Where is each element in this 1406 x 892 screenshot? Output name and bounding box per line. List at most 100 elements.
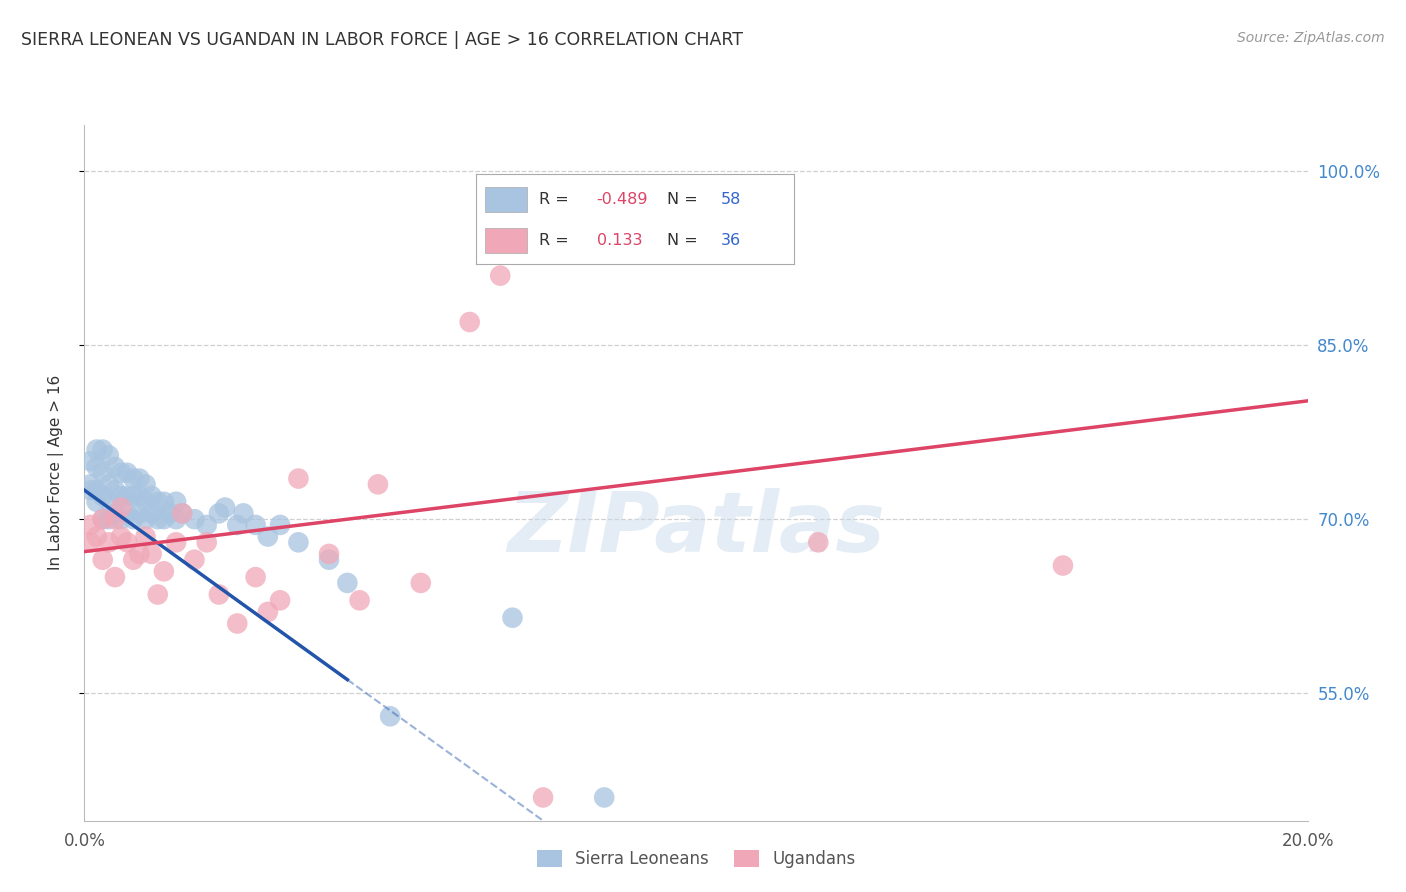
Point bbox=[195, 535, 218, 549]
Point bbox=[183, 552, 205, 567]
Point bbox=[135, 512, 157, 526]
Point bbox=[172, 507, 194, 521]
Point bbox=[97, 512, 120, 526]
Point bbox=[458, 315, 481, 329]
Point bbox=[104, 483, 127, 498]
Point bbox=[214, 500, 236, 515]
Point bbox=[91, 552, 114, 567]
Point bbox=[110, 466, 132, 480]
Point bbox=[232, 507, 254, 521]
Point bbox=[97, 448, 120, 462]
Point bbox=[165, 535, 187, 549]
Point bbox=[110, 489, 132, 503]
Point bbox=[318, 552, 340, 567]
Text: R =: R = bbox=[540, 193, 574, 207]
Y-axis label: In Labor Force | Age > 16: In Labor Force | Age > 16 bbox=[48, 376, 63, 570]
Point bbox=[115, 489, 138, 503]
Point bbox=[91, 466, 114, 480]
Point bbox=[257, 529, 280, 543]
Point bbox=[153, 494, 176, 508]
Point bbox=[165, 512, 187, 526]
Point bbox=[146, 494, 169, 508]
Point bbox=[183, 512, 205, 526]
Point bbox=[110, 500, 132, 515]
Point bbox=[287, 471, 309, 485]
Point bbox=[115, 466, 138, 480]
Point bbox=[91, 512, 114, 526]
Point bbox=[128, 471, 150, 485]
Point bbox=[269, 517, 291, 532]
Point bbox=[409, 576, 432, 591]
Point bbox=[269, 593, 291, 607]
Text: R =: R = bbox=[540, 233, 574, 248]
Point bbox=[226, 616, 249, 631]
Point bbox=[146, 512, 169, 526]
Point bbox=[159, 507, 181, 521]
Point bbox=[79, 477, 101, 491]
Point bbox=[489, 268, 512, 283]
Point bbox=[141, 489, 163, 503]
Point bbox=[104, 570, 127, 584]
Point bbox=[593, 790, 616, 805]
Point bbox=[257, 605, 280, 619]
Point bbox=[141, 547, 163, 561]
Text: 58: 58 bbox=[721, 193, 741, 207]
Point bbox=[531, 790, 554, 805]
Point bbox=[349, 593, 371, 607]
Text: N =: N = bbox=[666, 233, 703, 248]
Point bbox=[208, 507, 231, 521]
Point bbox=[336, 576, 359, 591]
Point bbox=[97, 494, 120, 508]
Point bbox=[104, 512, 127, 526]
Point bbox=[86, 460, 108, 475]
Point bbox=[135, 494, 157, 508]
Point bbox=[165, 494, 187, 508]
Point bbox=[110, 529, 132, 543]
Point bbox=[128, 489, 150, 503]
Point bbox=[122, 489, 145, 503]
Point bbox=[79, 535, 101, 549]
Point bbox=[380, 709, 402, 723]
Point bbox=[128, 507, 150, 521]
Point bbox=[97, 477, 120, 491]
Point bbox=[110, 512, 132, 526]
Point bbox=[122, 552, 145, 567]
Point bbox=[153, 512, 176, 526]
Point bbox=[208, 587, 231, 601]
Point bbox=[245, 517, 267, 532]
Point bbox=[807, 535, 830, 549]
Point bbox=[91, 442, 114, 457]
Text: 36: 36 bbox=[721, 233, 741, 248]
Text: Source: ZipAtlas.com: Source: ZipAtlas.com bbox=[1237, 31, 1385, 45]
Point bbox=[86, 442, 108, 457]
Point bbox=[104, 507, 127, 521]
Point bbox=[122, 471, 145, 485]
Text: -0.489: -0.489 bbox=[596, 193, 648, 207]
Point bbox=[135, 529, 157, 543]
Point bbox=[97, 535, 120, 549]
Point bbox=[115, 507, 138, 521]
Point bbox=[91, 512, 114, 526]
Point bbox=[86, 494, 108, 508]
Point bbox=[135, 477, 157, 491]
Point bbox=[502, 611, 524, 625]
Point bbox=[367, 477, 389, 491]
Text: ZIPatlas: ZIPatlas bbox=[508, 488, 884, 569]
Point bbox=[287, 535, 309, 549]
Text: SIERRA LEONEAN VS UGANDAN IN LABOR FORCE | AGE > 16 CORRELATION CHART: SIERRA LEONEAN VS UGANDAN IN LABOR FORCE… bbox=[21, 31, 744, 49]
Point bbox=[128, 547, 150, 561]
Text: N =: N = bbox=[666, 193, 703, 207]
Point bbox=[172, 507, 194, 521]
Point bbox=[79, 483, 101, 498]
Point bbox=[226, 517, 249, 532]
Point bbox=[146, 587, 169, 601]
Point bbox=[79, 517, 101, 532]
Bar bbox=[485, 227, 527, 253]
Point bbox=[195, 517, 218, 532]
Legend: Sierra Leoneans, Ugandans: Sierra Leoneans, Ugandans bbox=[530, 844, 862, 875]
Point bbox=[122, 512, 145, 526]
Text: 0.133: 0.133 bbox=[596, 233, 643, 248]
Point bbox=[86, 483, 108, 498]
Point bbox=[91, 489, 114, 503]
Point bbox=[245, 570, 267, 584]
